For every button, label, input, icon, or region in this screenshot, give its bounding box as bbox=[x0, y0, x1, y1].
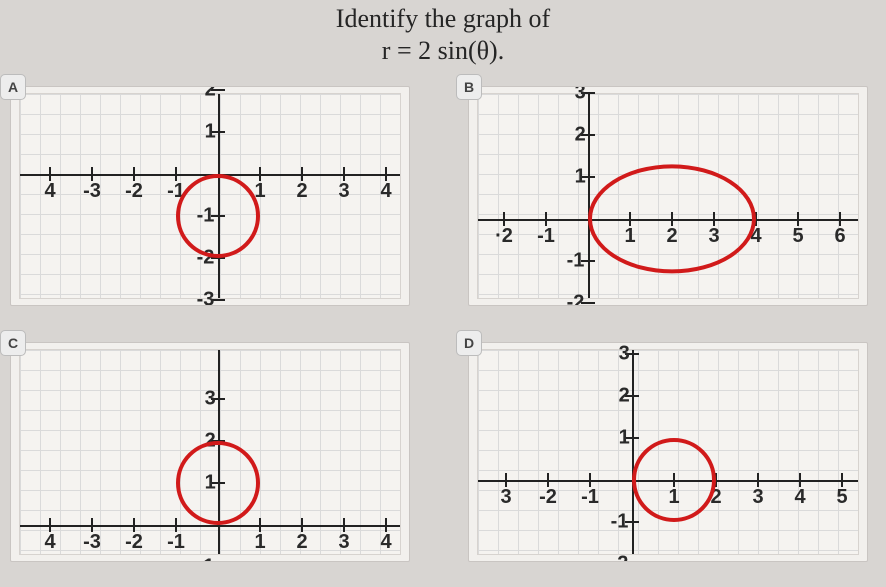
polar-curve bbox=[632, 438, 716, 522]
option-panel-c[interactable]: 4-3-2-11234123-1-2 bbox=[10, 342, 410, 562]
graph-d: 3-2-112345123-1-2 bbox=[477, 349, 859, 555]
graph-b: ·2-1123456123-1-2 bbox=[477, 93, 859, 299]
question-line1: Identify the graph of bbox=[0, 4, 886, 34]
option-badge-b[interactable]: B bbox=[456, 74, 482, 100]
graph-a: 4-3-2-1123412-1-2-3 bbox=[19, 93, 401, 299]
option-badge-a[interactable]: A bbox=[0, 74, 26, 100]
polar-curve bbox=[176, 441, 260, 525]
question-text: Identify the graph of r = 2 sin(θ). bbox=[0, 4, 886, 66]
question-line2: r = 2 sin(θ). bbox=[0, 36, 886, 66]
option-panel-b[interactable]: ·2-1123456123-1-2 bbox=[468, 86, 868, 306]
option-panel-d[interactable]: 3-2-112345123-1-2 bbox=[468, 342, 868, 562]
polar-curve bbox=[588, 164, 756, 273]
option-badge-d[interactable]: D bbox=[456, 330, 482, 356]
option-panel-a[interactable]: 4-3-2-1123412-1-2-3 bbox=[10, 86, 410, 306]
option-badge-c[interactable]: C bbox=[0, 330, 26, 356]
graph-c: 4-3-2-11234123-1-2 bbox=[19, 349, 401, 555]
polar-curve bbox=[176, 174, 260, 258]
